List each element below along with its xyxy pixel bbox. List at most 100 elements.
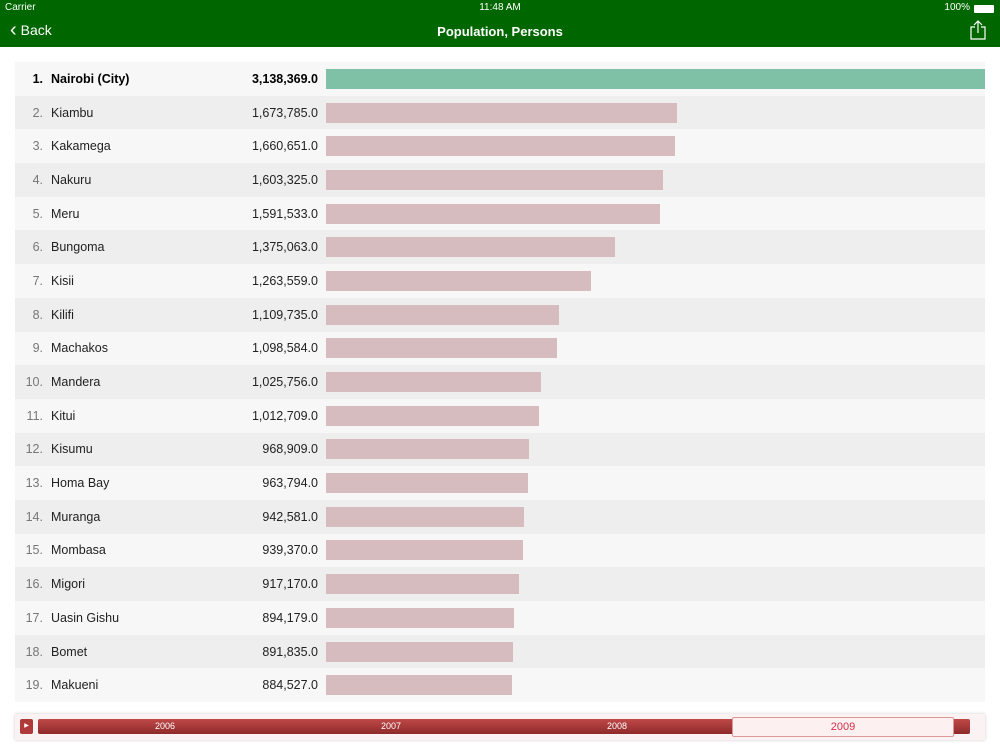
back-button[interactable]: ‹ Back: [10, 20, 52, 40]
region-name: Kilifi: [51, 307, 74, 322]
region-name: Migori: [51, 577, 86, 592]
battery-percent: 100%: [944, 2, 970, 13]
bar: [326, 372, 542, 393]
rank: 2.: [32, 105, 43, 120]
region-name: Homa Bay: [51, 476, 110, 491]
selected-year[interactable]: 2009: [732, 717, 954, 737]
bar: [326, 270, 592, 291]
table-row[interactable]: 11. Kitui 1,012,709.0: [15, 398, 985, 433]
table-row[interactable]: 13. Homa Bay 963,794.0: [15, 466, 985, 500]
region-name: Makueni: [51, 678, 99, 693]
table-row[interactable]: 14. Muranga 942,581.0: [15, 499, 985, 534]
value-label: 1,591,533.0: [251, 206, 318, 221]
rank: 7.: [32, 273, 43, 288]
table-row[interactable]: 16. Migori 917,170.0: [15, 567, 985, 601]
region-name: Bomet: [51, 644, 88, 659]
region-name: Meru: [51, 206, 80, 221]
region-name: Kakamega: [51, 139, 111, 154]
table-row[interactable]: 3. Kakamega 1,660,651.0: [15, 129, 985, 164]
year-2006[interactable]: 2006: [154, 721, 176, 731]
year-timeline: ▶ 2006 2007 2008 2009: [15, 714, 985, 740]
bar: [326, 136, 675, 157]
bar: [326, 203, 661, 224]
table-row[interactable]: 5. Meru 1,591,533.0: [15, 196, 985, 231]
rank: 14.: [25, 509, 43, 524]
bar: [326, 641, 514, 662]
region-name: Nairobi (City): [51, 71, 130, 86]
region-name: Mombasa: [51, 543, 106, 558]
region-name: Kiambu: [51, 105, 94, 120]
bar: [326, 338, 557, 359]
table-row[interactable]: 1. Nairobi (City) 3,138,369.0: [15, 62, 985, 96]
rank: 9.: [32, 341, 43, 356]
value-label: 1,660,651.0: [251, 139, 318, 154]
clock: 11:48 AM: [479, 2, 521, 13]
rank: 17.: [25, 610, 43, 625]
bar: [326, 473, 529, 494]
play-button[interactable]: ▶: [20, 719, 33, 734]
table-row[interactable]: 7. Kisii 1,263,559.0: [15, 264, 985, 298]
region-name: Uasin Gishu: [51, 610, 120, 625]
value-label: 891,835.0: [262, 644, 318, 659]
region-name: Kisii: [51, 273, 74, 288]
value-label: 1,098,584.0: [251, 341, 318, 356]
value-label: 942,581.0: [262, 509, 318, 524]
region-name: Muranga: [51, 509, 101, 524]
table-row[interactable]: 9. Machakos 1,098,584.0: [15, 331, 985, 366]
rank: 10.: [25, 375, 43, 390]
rank: 1.: [32, 71, 43, 86]
bar: [326, 304, 560, 325]
bar: [326, 169, 663, 190]
bar: [326, 439, 530, 460]
value-label: 1,109,735.0: [251, 307, 318, 322]
value-label: 1,375,063.0: [251, 240, 318, 255]
rank: 11.: [26, 408, 43, 423]
rank: 12.: [25, 442, 43, 457]
table-row[interactable]: 12. Kisumu 968,909.0: [15, 432, 985, 467]
value-label: 963,794.0: [262, 476, 318, 491]
table-row[interactable]: 15. Mombasa 939,370.0: [15, 533, 985, 568]
bar: [326, 102, 678, 123]
bar: [326, 574, 519, 595]
table-row[interactable]: 19. Makueni 884,527.0: [15, 668, 985, 703]
battery-icon: [974, 5, 994, 13]
value-label: 894,179.0: [262, 610, 318, 625]
year-2007[interactable]: 2007: [380, 721, 402, 731]
region-name: Machakos: [51, 341, 108, 356]
table-row[interactable]: 10. Mandera 1,025,756.0: [15, 365, 985, 399]
table-row[interactable]: 2. Kiambu 1,673,785.0: [15, 95, 985, 130]
bar: [326, 607, 514, 628]
value-label: 1,025,756.0: [251, 375, 318, 390]
table-row[interactable]: 18. Bomet 891,835.0: [15, 634, 985, 669]
table-row[interactable]: 8. Kilifi 1,109,735.0: [15, 297, 985, 332]
region-name: Mandera: [51, 375, 101, 390]
value-label: 939,370.0: [262, 543, 318, 558]
bar: [326, 237, 615, 258]
value-label: 917,170.0: [262, 577, 318, 592]
rank: 5.: [32, 206, 43, 221]
bar: [326, 405, 539, 426]
rank: 13.: [25, 476, 43, 491]
bar: [326, 675, 512, 696]
ranking-chart: 1. Nairobi (City) 3,138,369.0 2. Kiambu 1,673…: [15, 62, 985, 703]
rank: 8.: [32, 307, 43, 322]
value-label: 3,138,369.0: [251, 71, 318, 86]
year-2008[interactable]: 2008: [606, 721, 628, 731]
rank: 15.: [25, 543, 43, 558]
bar: [326, 68, 985, 89]
back-label: Back: [20, 22, 52, 38]
value-label: 1,603,325.0: [251, 172, 318, 187]
value-label: 1,673,785.0: [251, 105, 318, 120]
table-row[interactable]: 4. Nakuru 1,603,325.0: [15, 163, 985, 197]
value-label: 1,012,709.0: [251, 408, 318, 423]
value-label: 968,909.0: [262, 442, 318, 457]
value-label: 884,527.0: [262, 678, 318, 693]
bar: [326, 506, 524, 527]
table-row[interactable]: 17. Uasin Gishu 894,179.0: [15, 601, 985, 635]
table-row[interactable]: 6. Bungoma 1,375,063.0: [15, 230, 985, 265]
region-name: Bungoma: [51, 240, 105, 255]
region-name: Kisumu: [51, 442, 93, 457]
rank: 16.: [25, 577, 43, 592]
page-title: Population, Persons: [437, 24, 563, 39]
share-icon[interactable]: [970, 20, 986, 40]
